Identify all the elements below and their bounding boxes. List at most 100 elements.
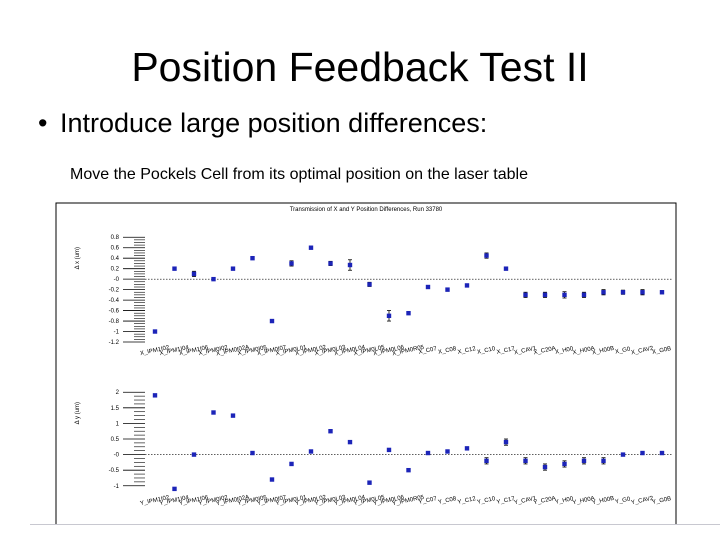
data-point xyxy=(308,449,314,454)
data-point xyxy=(620,290,626,295)
data-point xyxy=(230,266,236,271)
data-point xyxy=(347,262,353,268)
x-category-label: Y_H00A xyxy=(572,496,595,507)
y-tick-label: -0.6 xyxy=(109,309,120,315)
y-tick-label: -0 xyxy=(114,277,120,283)
data-point xyxy=(425,450,431,456)
data-point xyxy=(464,446,470,451)
data-point xyxy=(542,292,548,298)
data-point xyxy=(406,310,411,316)
y-axis-label: Δ x (um) xyxy=(75,247,81,269)
y-tick-label: 1 xyxy=(116,421,120,427)
data-point xyxy=(152,393,158,398)
data-point xyxy=(659,290,665,295)
data-point xyxy=(269,318,275,324)
data-point xyxy=(464,283,470,288)
slide-title: Position Feedback Test II xyxy=(131,44,589,90)
chart-title: Transmission of X and Y Position Differe… xyxy=(290,207,443,213)
data-point xyxy=(289,461,294,467)
x-category-label: X_CAV1 xyxy=(514,346,538,357)
data-point xyxy=(269,477,275,482)
data-point xyxy=(308,245,314,250)
x-category-label: X_H00 xyxy=(555,346,575,356)
x-category-label: Y_H00 xyxy=(555,496,575,506)
x-category-label: Y_CAV1 xyxy=(514,496,538,507)
x-category-label: Y_C12 xyxy=(457,496,477,506)
data-point xyxy=(640,450,645,456)
x-category-label: Y_G0 xyxy=(615,496,632,505)
data-point xyxy=(328,429,333,434)
x-category-label: X_G0 xyxy=(615,346,632,355)
y-tick-label: 0.6 xyxy=(111,246,120,252)
y-tick-label: 1.5 xyxy=(111,406,120,412)
bullet-subtext: Move the Pockels Cell from its optimal p… xyxy=(70,166,528,183)
data-point xyxy=(152,329,158,334)
x-category-label: X_C20A xyxy=(533,346,556,357)
bullet-item: • Introduce large position differences: xyxy=(38,108,487,139)
data-point xyxy=(211,410,216,415)
x-category-label: Y_C08 xyxy=(438,496,458,506)
x-category-label: X_H00A xyxy=(572,346,595,357)
data-point xyxy=(386,313,392,319)
x-category-label: Y_C10 xyxy=(477,496,497,506)
x-category-label: X_H00B xyxy=(592,346,615,357)
x-category-label: X_C10 xyxy=(477,346,497,356)
data-point xyxy=(484,253,489,258)
data-point xyxy=(503,439,509,445)
data-point xyxy=(386,447,392,453)
y-tick-label: 0.2 xyxy=(111,267,120,273)
data-point xyxy=(581,292,587,298)
data-point xyxy=(445,449,450,454)
x-category-label: X_C07 xyxy=(418,346,438,356)
y-tick-label: -0.4 xyxy=(109,298,120,304)
data-point xyxy=(425,284,431,290)
data-point xyxy=(172,266,177,271)
bottom-divider xyxy=(30,524,720,525)
data-point xyxy=(601,458,606,464)
data-point xyxy=(581,458,587,464)
data-point xyxy=(523,458,528,464)
data-point xyxy=(250,255,255,261)
y-axis-label: Δ y (um) xyxy=(75,402,81,424)
x-category-label: Y_H00B xyxy=(592,496,615,507)
data-point xyxy=(191,452,197,457)
x-category-label: Y_G0B xyxy=(652,496,672,506)
x-category-label: Y_C17 xyxy=(496,496,516,506)
bullet-dot-icon: • xyxy=(38,108,48,138)
x-category-label: X_C08 xyxy=(438,346,458,356)
y-tick-label: 0.5 xyxy=(111,437,120,443)
data-point xyxy=(620,452,626,457)
data-point xyxy=(211,276,216,282)
y-tick-label: -1 xyxy=(114,330,120,336)
x-category-label: X_CAV2 xyxy=(631,346,655,357)
y-tick-label: -0.5 xyxy=(109,468,120,474)
data-point xyxy=(191,271,197,277)
x-category-label: Y_CAV2 xyxy=(631,496,655,507)
x-category-label: Y_C07 xyxy=(418,496,438,506)
data-point xyxy=(523,292,528,298)
y-tick-label: 0.4 xyxy=(111,256,120,262)
y-tick-label: 0.8 xyxy=(111,235,120,241)
position-difference-chart: Transmission of X and Y Position Differe… xyxy=(55,202,677,525)
data-point xyxy=(367,480,372,485)
data-point xyxy=(230,413,236,418)
x-category-label: Y_C20A xyxy=(533,496,556,507)
canvas-frame xyxy=(55,202,677,525)
data-point xyxy=(640,290,645,295)
y-tick-label: -0.8 xyxy=(109,319,120,325)
data-point xyxy=(250,450,255,456)
data-point xyxy=(601,290,606,295)
y-tick-label: 2 xyxy=(116,390,120,396)
data-point xyxy=(659,450,665,456)
x-category-label: X_C17 xyxy=(496,346,516,356)
data-point xyxy=(289,261,294,266)
data-point xyxy=(406,467,411,473)
data-point xyxy=(445,287,450,292)
data-point xyxy=(542,464,548,470)
y-tick-label: -1 xyxy=(114,484,120,490)
data-point xyxy=(562,292,567,298)
y-tick-label: -0.2 xyxy=(109,288,120,294)
data-point xyxy=(367,282,372,287)
y-tick-label: -1.2 xyxy=(109,340,120,346)
data-point xyxy=(503,266,509,271)
